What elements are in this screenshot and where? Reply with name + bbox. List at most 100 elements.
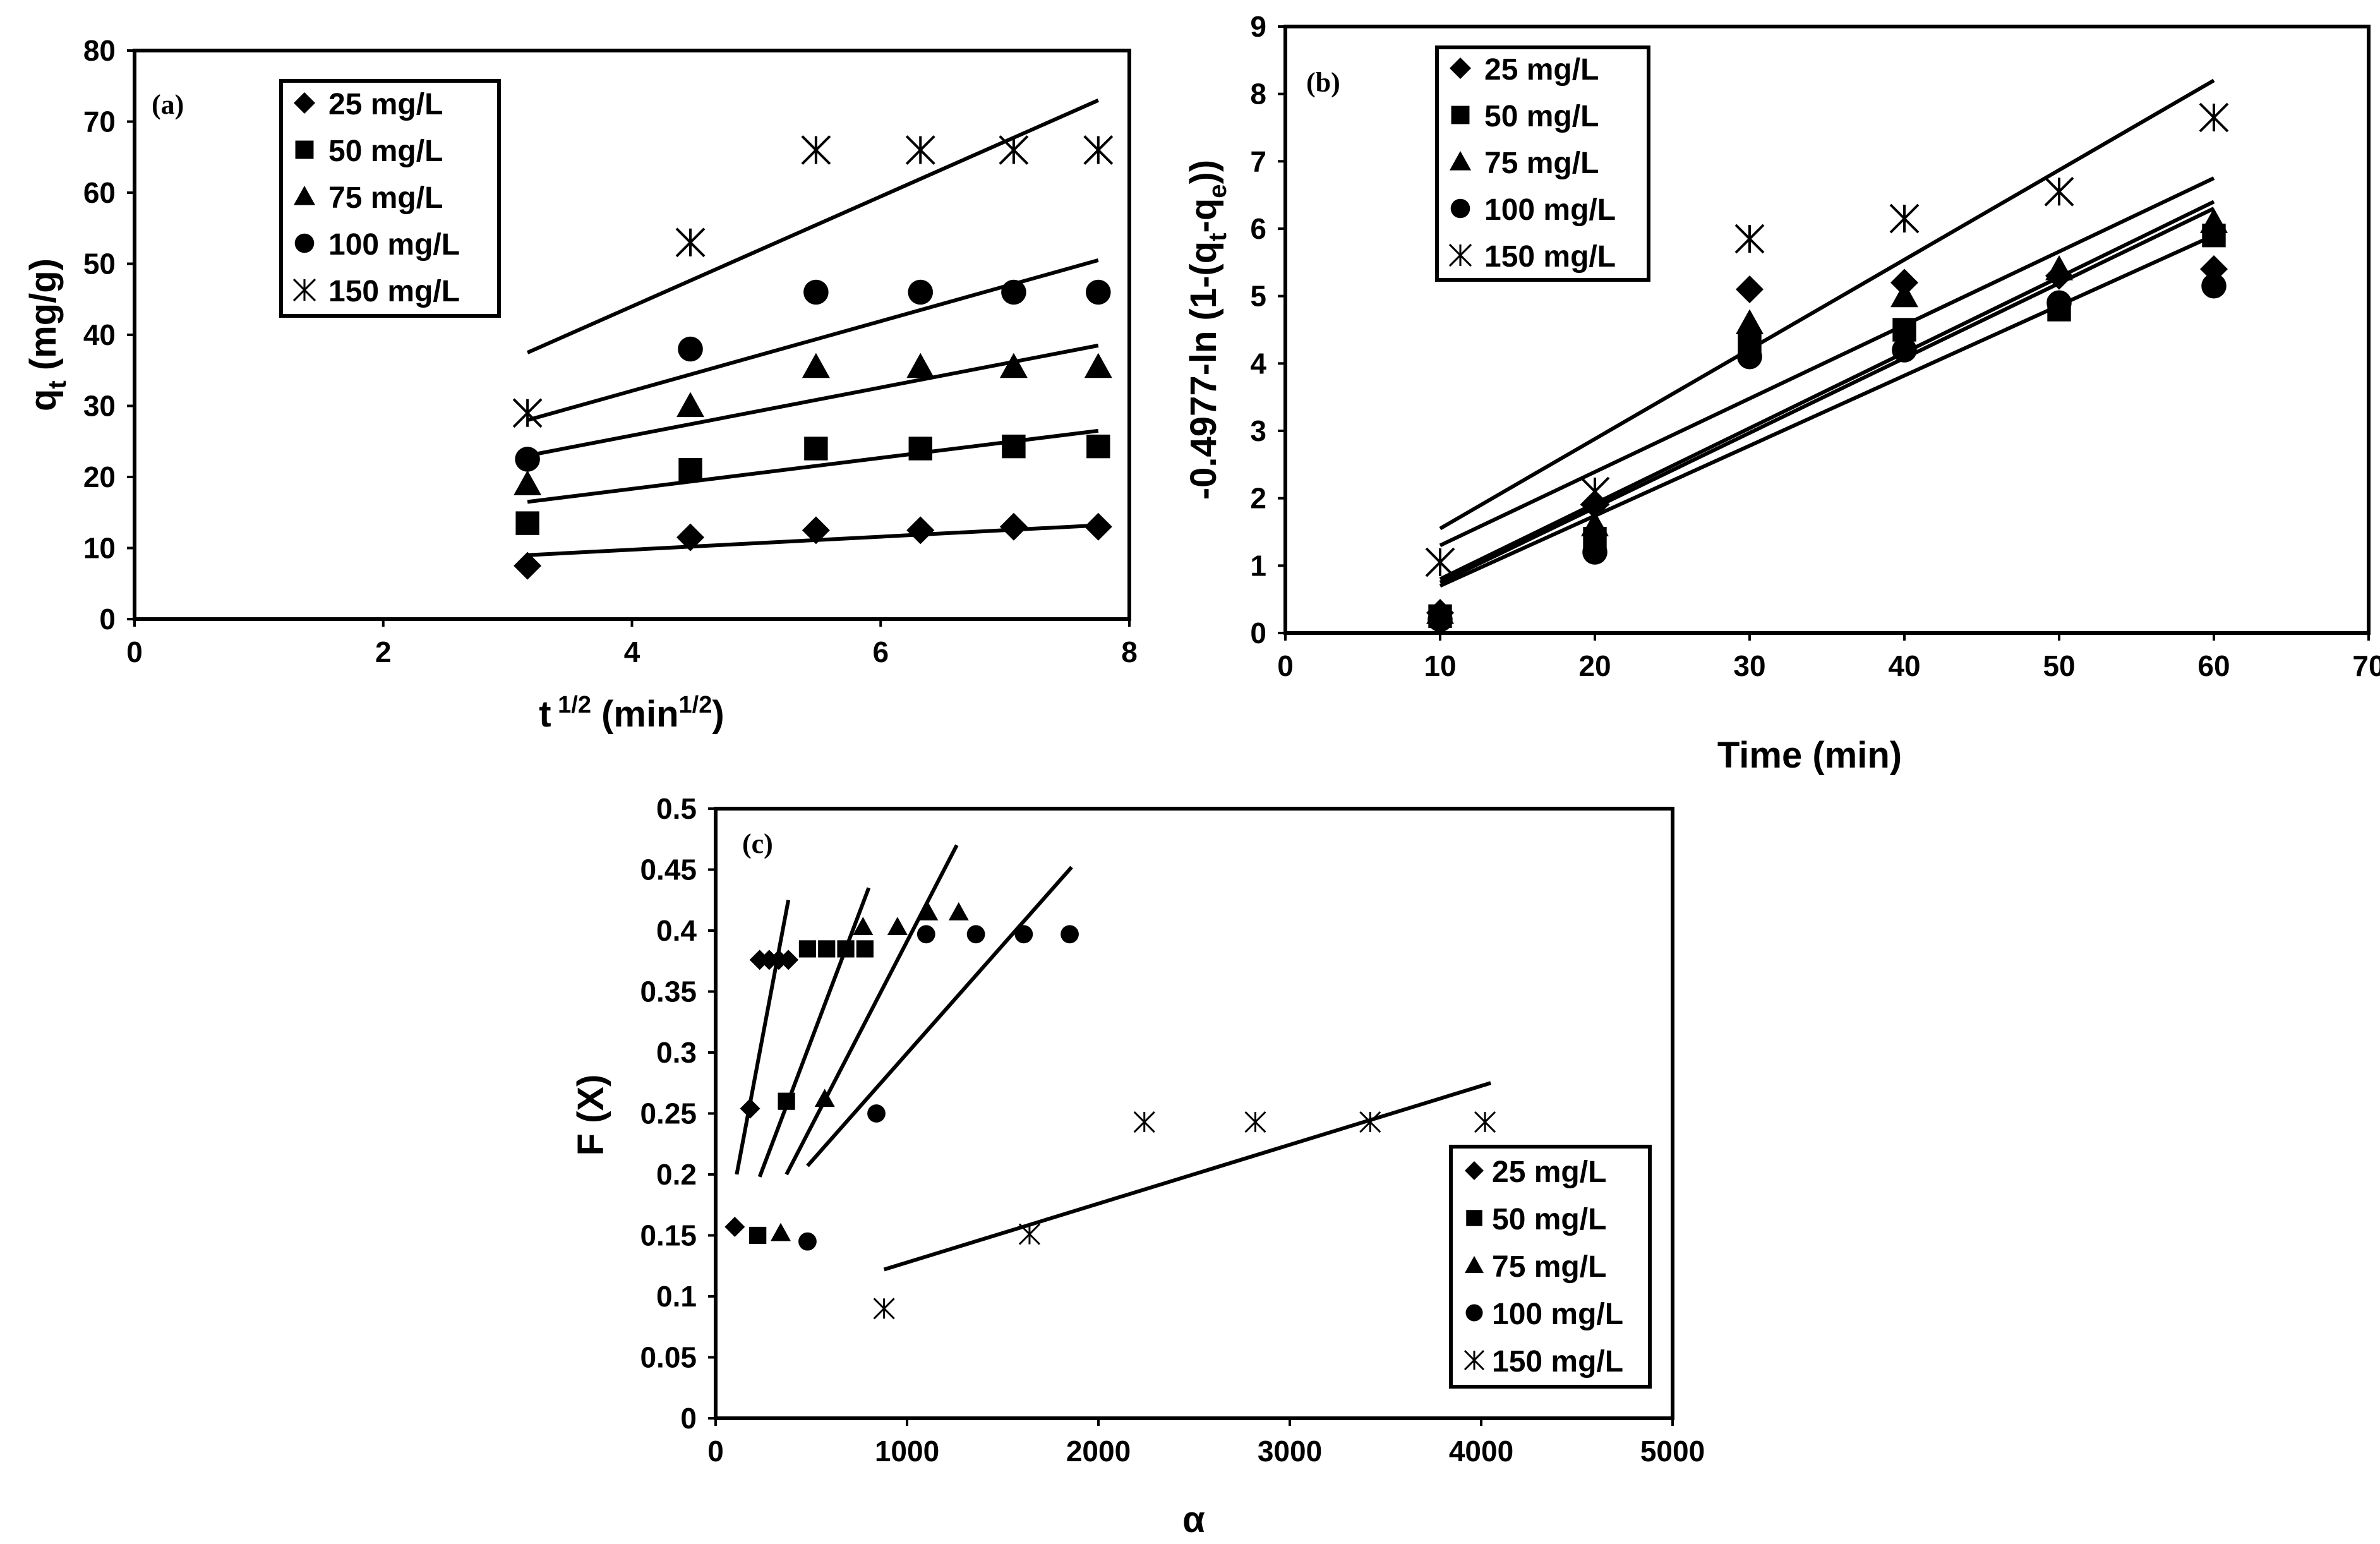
data-point-triangle (514, 470, 542, 495)
legend-label: 75 mg/L (1484, 147, 1599, 180)
series-100-mg-l (1427, 273, 2227, 632)
fit-line-75-mg-l (1439, 207, 2215, 584)
data-point-square (837, 940, 855, 958)
fit-line-150-mg-l (526, 99, 1099, 354)
legend-marker-asterisk (1463, 1349, 1485, 1371)
y-tick-label: 1 (1250, 549, 1266, 582)
panel-b-chart: (b) Time (min) -0.4977-ln (1-(qt-qe)) 0 1… (1183, 10, 2380, 776)
y-tick-label: 40 (83, 318, 116, 351)
y-tick-label: 0.05 (640, 1341, 697, 1374)
legend-label: 150 mg/L (1492, 1345, 1623, 1378)
data-point-circle (678, 336, 703, 362)
data-point-square (856, 940, 874, 958)
panel-c-legend: 25 mg/L 50 mg/L 75 mg/L 100 mg/L 150 mg/L (1449, 1145, 1652, 1389)
panel-b-legend: 25 mg/L 50 mg/L 75 mg/L 100 mg/L 150 mg/L (1435, 45, 1650, 282)
data-point-asterisk (1734, 224, 1765, 254)
data-point-asterisk (873, 1298, 895, 1320)
x-tick-label: 0 (126, 636, 143, 668)
legend-marker-circle (294, 233, 315, 253)
panel-b-data-points (1425, 102, 2229, 632)
panel-b-y-axis-title: -0.4977-ln (1-(qt-qe)) (1183, 160, 1232, 500)
x-tick-label: 3000 (1258, 1435, 1322, 1468)
y-tick-label: 0.3 (656, 1036, 697, 1069)
y-tick-label: 30 (83, 390, 116, 423)
y-tick-label: 7 (1250, 145, 1266, 178)
fit-line-100-mg-l (1439, 176, 2215, 548)
data-point-triangle (853, 917, 874, 936)
data-point-triangle (1736, 309, 1764, 334)
legend-marker-triangle (1465, 1256, 1484, 1273)
legend-marker-square (1451, 106, 1470, 124)
data-point-triangle (1890, 282, 1918, 308)
data-point-triangle (771, 1222, 791, 1241)
y-tick-label: 0.35 (640, 975, 697, 1008)
data-point-square (1086, 434, 1110, 459)
data-point-circle (1014, 925, 1033, 944)
data-point-square (515, 511, 539, 535)
data-point-asterisk (1133, 1111, 1155, 1133)
data-point-triangle (999, 353, 1028, 378)
legend-label: 25 mg/L (1492, 1155, 1606, 1189)
panel-b-fit-lines (1439, 78, 2215, 588)
series-25-mg-l (514, 512, 1112, 580)
data-point-circle (1427, 606, 1453, 632)
panel-c-x-axis-title: α (1182, 1499, 1205, 1540)
series-25-mg-l (724, 950, 799, 1237)
data-point-diamond (999, 512, 1028, 541)
fit-line-75-mg-l (784, 844, 959, 1176)
legend-label: 100 mg/L (1492, 1298, 1623, 1331)
x-tick-label: 2000 (1066, 1435, 1131, 1468)
y-tick-label: 80 (83, 34, 116, 67)
legend-label: 25 mg/L (328, 88, 443, 121)
fit-line-150-mg-l (883, 1081, 1492, 1272)
series-50-mg-l (515, 434, 1110, 535)
data-point-triangle (906, 353, 935, 378)
data-point-circle (803, 279, 829, 305)
data-point-asterisk (512, 398, 543, 428)
series-75-mg-l (771, 902, 969, 1241)
panel-a-x-axis-title: t 1/2 (min1/2) (539, 692, 724, 735)
data-point-asterisk (2044, 176, 2074, 207)
legend-marker-square (295, 140, 314, 159)
fit-line-25-mg-l (1439, 200, 2215, 581)
y-tick-label: 50 (83, 248, 116, 280)
panel-b-plot-frame (1283, 25, 2371, 635)
y-tick-label: 5 (1250, 280, 1266, 313)
data-point-square (804, 437, 828, 461)
fit-line-75-mg-l (527, 343, 1099, 458)
data-point-triangle (2045, 255, 2073, 280)
series-100-mg-l (798, 925, 1079, 1251)
panel-c-label: (c) (742, 828, 773, 859)
y-tick-label: 2 (1250, 482, 1266, 515)
data-point-triangle (1581, 511, 1609, 536)
x-tick-label: 0 (707, 1435, 724, 1468)
data-point-asterisk (1244, 1111, 1266, 1133)
data-point-diamond (724, 1216, 745, 1237)
data-point-asterisk (1425, 547, 1455, 577)
fit-line-150-mg-l (1439, 78, 2215, 531)
y-tick-label: 10 (83, 532, 116, 565)
data-point-square (1002, 434, 1026, 459)
data-point-asterisk (1889, 203, 1920, 234)
panel-a-y-axis-title: qt (mg/g) (23, 258, 71, 411)
x-tick-label: 30 (1733, 649, 1765, 682)
data-point-circle (1582, 540, 1608, 565)
panel-a-data-points (512, 135, 1114, 580)
data-point-circle (1737, 344, 1762, 370)
series-25-mg-l (1426, 255, 2228, 627)
panel-a-legend-box (279, 79, 501, 318)
data-point-diamond (1736, 275, 1764, 303)
y-tick-label: 8 (1250, 78, 1266, 111)
legend-label: 150 mg/L (1484, 240, 1616, 274)
data-point-asterisk (1474, 1111, 1496, 1133)
panel-a-y-ticks: 0 10 20 30 40 50 60 70 80 (83, 34, 135, 636)
data-point-asterisk (905, 135, 935, 165)
y-tick-label: 0.2 (656, 1158, 697, 1191)
data-point-triangle (948, 902, 969, 920)
y-tick-label: 60 (83, 176, 116, 209)
data-point-square (798, 940, 817, 958)
legend-marker-circle (1465, 1304, 1483, 1322)
panel-a-x-ticks: 0 2 4 6 8 (126, 619, 1138, 668)
data-point-circle (867, 1104, 886, 1123)
